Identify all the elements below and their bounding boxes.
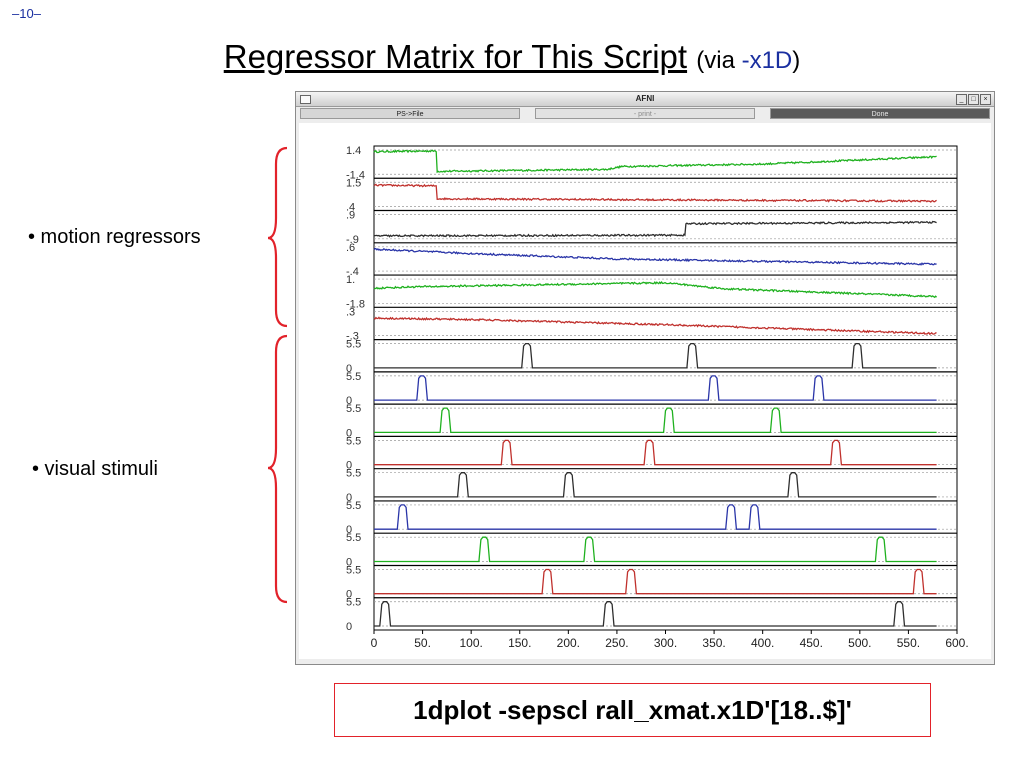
ps-file-button[interactable]: PS->File [300,108,520,119]
plot-frame [373,145,958,631]
page-number: –10– [12,6,41,21]
panel-ymax-label: 5.5 [346,371,361,383]
x-tick-label: 0 [371,636,378,650]
panel-ymin-label: 0 [346,589,352,601]
panel-ymax-label: 5.5 [346,403,361,415]
motion-brace-icon [267,146,288,328]
panel-ymin-label: 0 [346,395,352,407]
brace-group [267,146,288,604]
regressor-line [374,407,937,434]
title-main: Regressor Matrix for This Script [223,38,688,75]
panel-ymin-label: 0 [346,556,352,568]
panel-ymax-label: 1.5 [346,177,361,189]
title-flag: -x1D [741,47,793,74]
panel-ymin-label: 0 [346,427,352,439]
panel-ymax-label: .9 [346,210,355,222]
visual-brace-icon [267,334,288,604]
panel-ymax-label: .6 [346,242,355,254]
panel-ymax-label: 1. [346,274,355,286]
x-tick-label: 300. [654,636,677,650]
panel-ymin-label: 0 [346,621,352,633]
slide-title: Regressor Matrix for This Script (via -x… [0,38,1024,76]
x-tick-label: 550. [897,636,920,650]
minimize-button[interactable]: _ [956,94,967,105]
panel-ymin-label: -.9 [346,234,359,246]
regressor-line [374,601,937,627]
panel-ymin-label: .4 [346,202,355,214]
x-tick-label: 350. [702,636,725,650]
regressor-line [373,280,938,299]
regressor-line [374,439,937,466]
regressor-line [374,375,937,401]
panel-ymin-label: 0 [346,492,352,504]
done-button[interactable]: Done [770,108,990,119]
panel-ymin-label: -1.8 [346,298,365,310]
motion-regressors-label: • motion regressors [28,226,201,248]
panel-ymin-label: 0 [346,460,352,472]
window-titlebar[interactable]: AFNI _ □ × [296,92,994,107]
panel-ymax-label: .3 [346,306,355,318]
window-title: AFNI [635,94,655,103]
plot-area: 1.4 -1.4 1.5.4.9 -.9.6 -.4 1. -1.8.3 -.3 5.5 0 5.5… [299,123,991,659]
close-button[interactable]: × [980,94,991,105]
x-tick-label: 600. [945,636,968,650]
panel-ymin-label: -.4 [346,266,359,278]
panel-ymax-label: 5.5 [346,597,361,609]
window-menu-icon[interactable] [300,95,311,104]
x-tick-label: 400. [751,636,774,650]
visual-stimuli-label: • visual stimuli [32,458,158,480]
panel-ymin-label: -.3 [346,331,359,343]
regressor-line [374,342,937,369]
panel-ymin-label: 0 [346,363,352,375]
regressor-line [373,316,937,336]
panel-ymax-label: 5.5 [346,435,361,447]
regressor-line [373,183,937,203]
command-box: 1dplot -sepscl rall_xmat.x1D'[18..$]' [334,683,931,737]
regressor-line [374,472,937,498]
panel-ymax-label: 5.5 [346,564,361,576]
x-tick-label: 100. [459,636,482,650]
x-tick-label: 200. [557,636,580,650]
afni-plot-window: AFNI _ □ × PS->File - print - Done 1.4 -1… [295,91,995,665]
x-tick-label: 450. [800,636,823,650]
regressor-line [373,149,937,174]
maximize-button[interactable]: □ [968,94,979,105]
panel-ymax-label: 5.5 [346,468,361,480]
title-via: (via [696,47,742,74]
regressor-plot: 1.4-1.41.5.4.9-.9.6-.41.-1.8.3-.35.505.5… [346,145,969,650]
panel-ymax-label: 5.5 [346,532,361,544]
regressor-line [373,220,937,238]
x-tick-label: 250. [605,636,628,650]
panel-ymin-label: 0 [346,524,352,536]
regressor-line [374,536,937,563]
regressor-line [374,568,937,595]
panel-ymax-label: 1.4 [346,145,361,157]
x-tick-label: 50. [414,636,431,650]
regressor-line [374,504,937,530]
print-button[interactable]: - print - [535,108,755,119]
x-tick-label: 150. [508,636,531,650]
x-tick-label: 500. [848,636,871,650]
regressor-line [373,247,937,266]
title-close: ) [792,47,801,74]
panel-ymax-label: 5.5 [346,339,361,351]
panel-ymax-label: 5.5 [346,500,361,512]
panel-ymin-label: -1.4 [346,169,365,181]
